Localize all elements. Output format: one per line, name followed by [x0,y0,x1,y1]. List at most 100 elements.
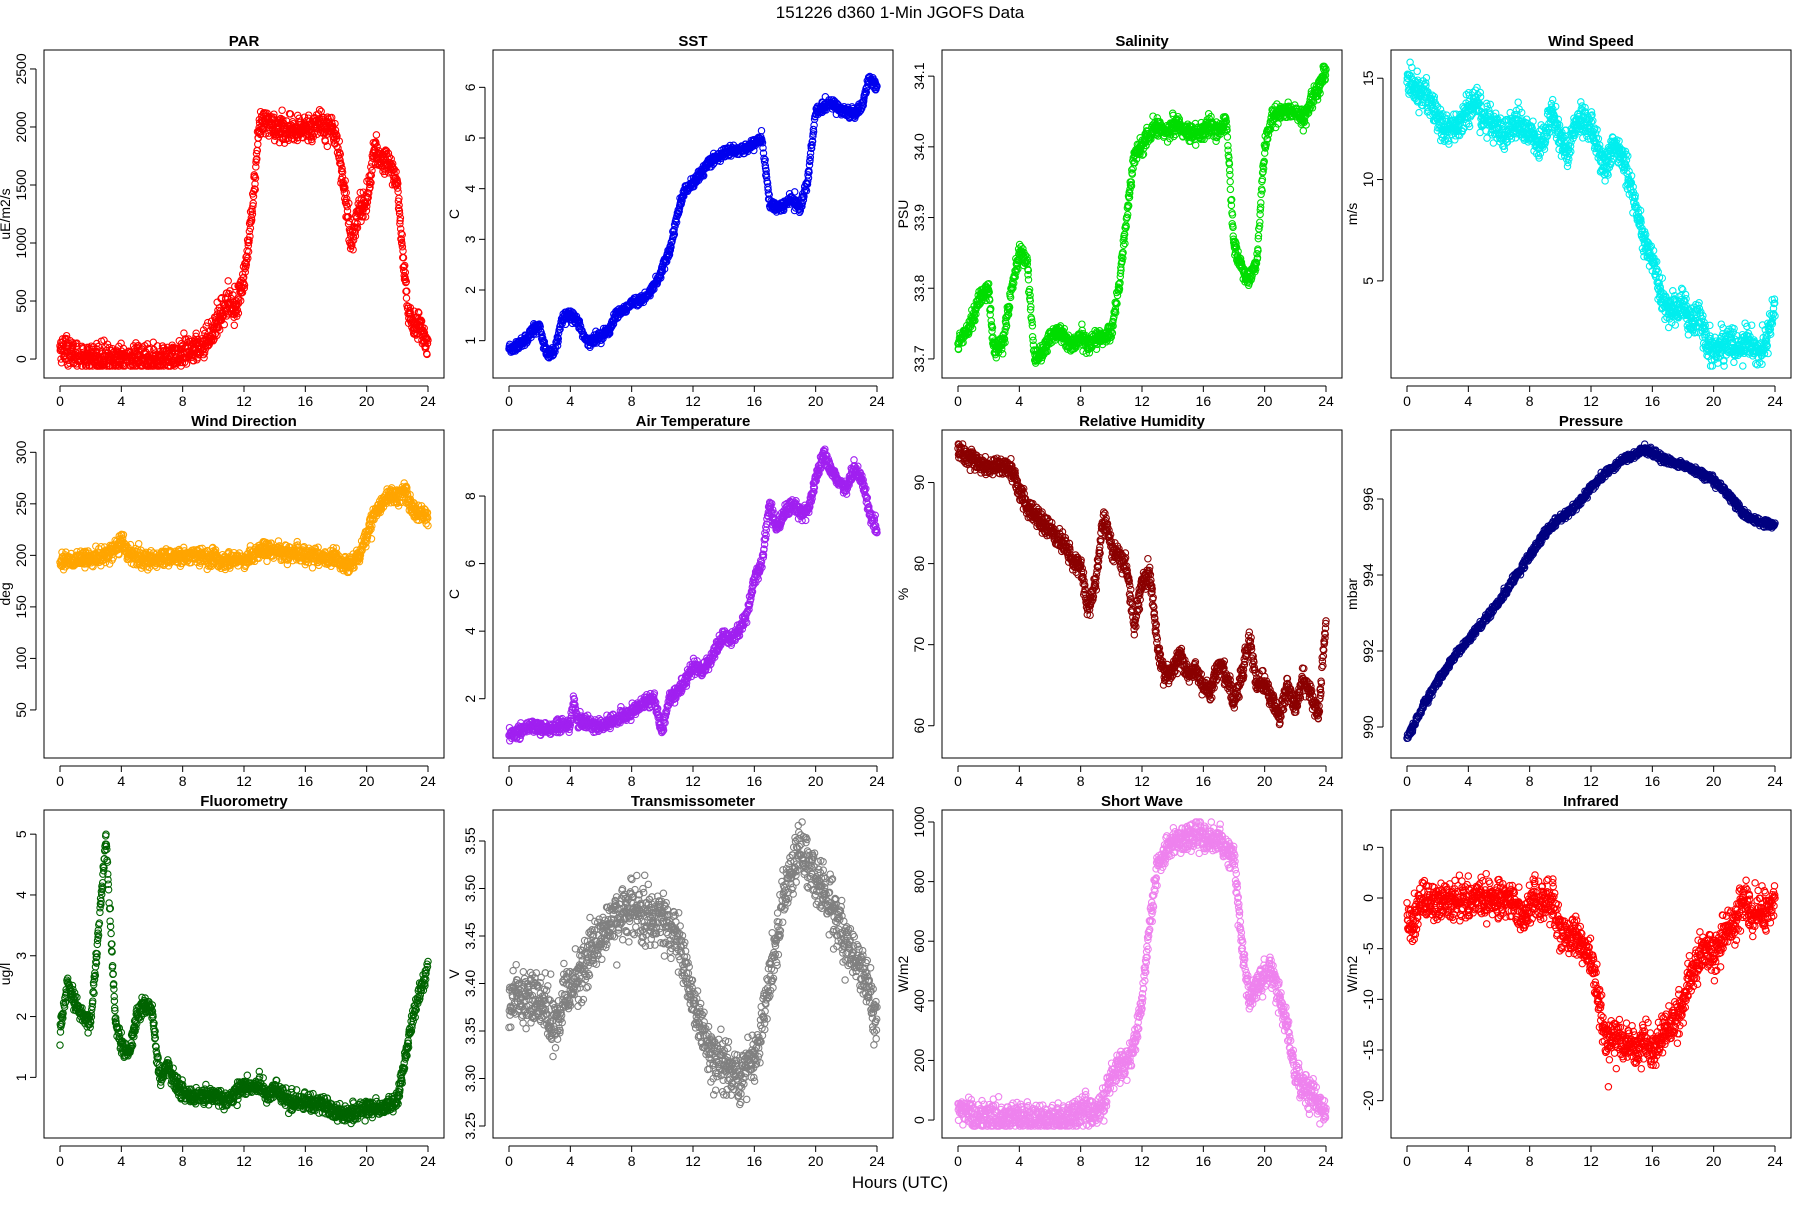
data-point [1707,322,1713,328]
x-tick-label: 12 [1583,393,1599,409]
y-tick-label: 5 [1360,277,1376,285]
x-tick-label: 24 [1318,393,1334,409]
data-point [1515,99,1521,105]
data-point [1224,134,1230,140]
x-tick-label: 8 [1526,393,1534,409]
x-tick-label: 0 [954,393,962,409]
y-axis-label: PSU [895,200,911,229]
x-tick-label: 4 [1015,393,1023,409]
panel-title: Wind Speed [1548,33,1634,50]
data-points [506,73,880,361]
data-point [255,141,261,147]
data-point [1740,363,1746,369]
y-tick-label: 6 [462,83,478,91]
y-axis-label: m/s [1344,203,1360,226]
data-point [400,248,406,254]
y-tick-label: 2500 [13,53,29,84]
y-axis-label: uE/m2/s [0,188,13,239]
x-axis: 0 4 8 12 16 20 24 [1403,386,1783,409]
x-tick-label: 16 [1645,393,1661,409]
data-point [403,295,409,301]
figure-x-label: Hours (UTC) [852,1173,948,1192]
x-tick-label: 8 [1077,393,1085,409]
data-point [231,322,237,328]
data-point [1227,186,1233,192]
x-tick-label: 0 [56,393,64,409]
x-tick-label: 20 [808,393,824,409]
data-point [1550,96,1556,102]
y-tick-label: 5 [462,134,478,142]
data-point [316,107,322,113]
y-tick-label: 33.8 [911,274,927,301]
panel-title: SST [678,33,707,50]
y-axis-label: C [446,209,462,219]
x-tick-label: 0 [1403,393,1411,409]
data-point [758,128,764,134]
data-point [1414,68,1420,74]
panel-salinity: Salinity 0 4 8 12 16 20 24 33.7 33.8 33.9 34.0 34.1 P… [895,33,1342,409]
data-point [1227,172,1233,178]
x-axis: 0 4 8 12 16 20 24 [954,386,1334,409]
data-point [1258,200,1264,206]
y-tick-label: 1000 [13,227,29,258]
y-tick-label: 33.7 [911,345,927,372]
x-tick-label: 8 [628,393,636,409]
y-tick-label: 4 [462,185,478,193]
y-tick-label: 10 [1360,172,1376,188]
data-point [811,122,817,128]
y-tick-label: 2000 [13,111,29,142]
y-tick-label: 3 [462,235,478,243]
panel-title: Salinity [1115,33,1169,50]
data-point [1227,178,1233,184]
x-tick-label: 24 [869,393,885,409]
x-tick-label: 12 [236,393,252,409]
x-axis: 0 4 8 12 16 20 24 [505,386,885,409]
x-tick-label: 16 [298,393,314,409]
data-point [1416,109,1422,115]
x-tick-label: 20 [359,393,375,409]
data-point [373,132,379,138]
y-tick-label: 33.9 [911,204,927,231]
data-point [279,107,285,113]
x-tick-label: 20 [1706,393,1722,409]
y-tick-label: 34.1 [911,62,927,89]
y-tick-label: 500 [13,289,29,313]
y-tick-label: 1 [462,337,478,345]
x-tick-label: 4 [566,393,574,409]
y-axis: 5 10 15 [1360,70,1383,285]
y-tick-label: 2 [462,286,478,294]
y-tick-label: 0 [13,355,29,363]
data-point [1578,99,1584,105]
data-points [1404,59,1778,369]
x-tick-label: 24 [420,393,436,409]
x-tick-label: 0 [505,393,513,409]
y-axis: 1 2 3 4 5 6 [462,83,485,344]
x-tick-label: 16 [1196,393,1212,409]
x-tick-label: 20 [1257,393,1273,409]
data-point [150,339,156,345]
data-points [57,107,431,370]
x-tick-label: 4 [1464,393,1472,409]
plot-frame [44,50,444,378]
data-point [1000,351,1006,357]
x-tick-label: 24 [1767,393,1783,409]
x-tick-label: 12 [685,393,701,409]
figure-title: 151226 d360 1-Min JGOFS Data [776,3,1025,22]
y-tick-label: 15 [1360,70,1376,86]
panel-title: PAR [229,33,260,50]
data-point [1079,321,1085,327]
x-tick-label: 4 [117,393,125,409]
data-points [955,63,1329,366]
data-point [225,278,231,284]
x-tick-label: 12 [1134,393,1150,409]
data-point [181,330,187,336]
panel-wind_speed: Wind Speed 0 4 8 12 16 20 24 5 10 15 m/s [1344,33,1791,409]
x-tick-label: 16 [747,393,763,409]
y-tick-label: 34.0 [911,133,927,160]
